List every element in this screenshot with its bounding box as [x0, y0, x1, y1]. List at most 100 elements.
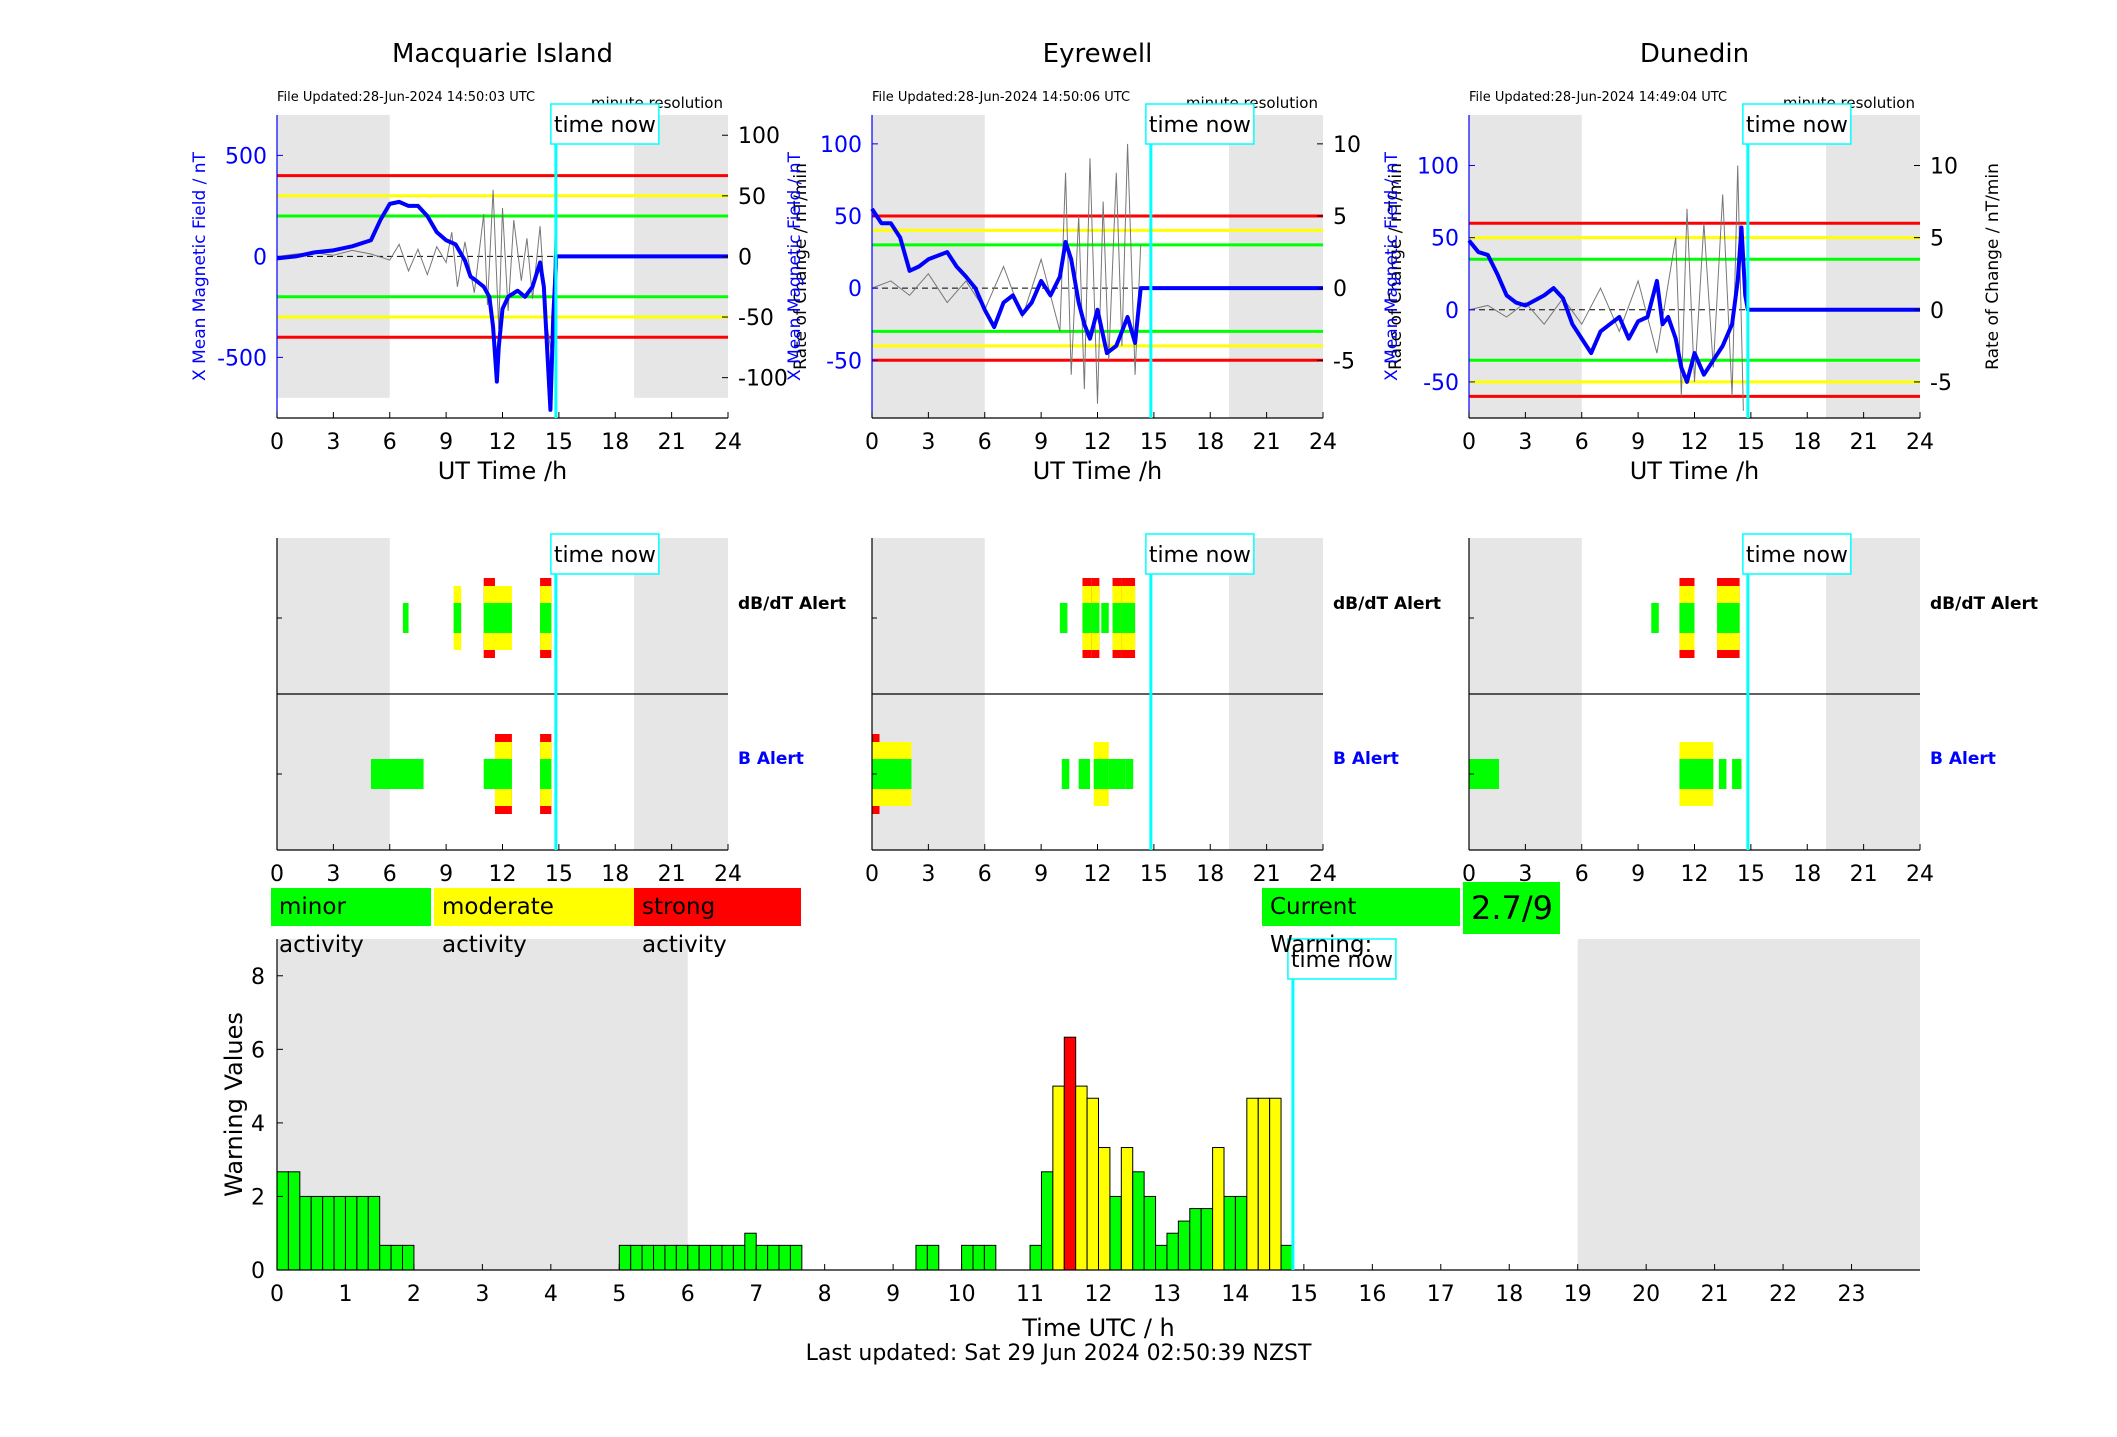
x-tick-label: 3 — [326, 862, 340, 887]
x-tick-label: 13 — [1153, 1282, 1181, 1307]
x-tick-label: 12 — [1085, 1282, 1113, 1307]
x-tick-label: 12 — [489, 430, 517, 455]
time-now-label: time now — [1149, 113, 1251, 138]
x-tick-label: 15 — [1737, 430, 1765, 455]
y-right-tick-label: 50 — [738, 185, 766, 210]
y-right-tick-label: -5 — [1930, 371, 1952, 396]
warning-bar — [664, 1244, 677, 1271]
x-tick-label: 24 — [1309, 862, 1337, 887]
magnetic-field-line — [870, 207, 1323, 356]
warning-bar — [789, 1244, 803, 1271]
x-tick-label: 11 — [1016, 1282, 1044, 1307]
x-tick-label: 2 — [407, 1282, 421, 1307]
b-alert-minor-bar — [540, 759, 552, 789]
file-updated-label: File Updated:28-Jun-2024 14:50:03 UTC — [277, 90, 535, 105]
warning-bar — [744, 1232, 757, 1271]
current-warning-label: Current Warning: — [1262, 888, 1460, 958]
dbdt-alert-minor-bar — [1112, 603, 1122, 633]
x-tick-label: 24 — [1906, 430, 1934, 455]
x-axis-label: UT Time /h — [438, 457, 568, 485]
time-now-label: time now — [554, 113, 656, 138]
b-alert-label: B Alert — [738, 749, 804, 769]
dbdt-alert-minor-bar — [1091, 603, 1100, 633]
dbdt-alert-label: dB/dT Alert — [1333, 594, 1441, 614]
warning-bar — [915, 1244, 928, 1271]
last-updated: Last updated: Sat 29 Jun 2024 02:50:39 N… — [805, 1341, 1312, 1366]
warning-bar — [402, 1244, 415, 1271]
x-axis-label: UT Time /h — [1630, 457, 1760, 485]
b-alert-label: B Alert — [1333, 749, 1399, 769]
y-right-axis-label: Rate of Change / nT/min — [791, 163, 811, 370]
x-tick-label: 12 — [1084, 862, 1112, 887]
x-tick-label: 3 — [921, 430, 935, 455]
warning-bar — [778, 1244, 791, 1271]
b-alert-minor-bar — [1718, 759, 1727, 789]
warning-bar — [1063, 1036, 1077, 1271]
warning-bar — [367, 1195, 381, 1271]
x-tick-label: 3 — [921, 862, 935, 887]
x-tick-label: 0 — [270, 862, 284, 887]
x-tick-label: 0 — [1462, 862, 1476, 887]
y-right-tick-label: -5 — [1333, 349, 1355, 374]
dbdt-alert-minor-bar — [1651, 603, 1659, 633]
warning-bar — [1223, 1195, 1236, 1271]
y-axis-label: Warning Values — [220, 1012, 248, 1197]
dbdt-alert-minor-bar — [1082, 603, 1092, 633]
warning-bar — [710, 1244, 723, 1271]
warning-bar — [653, 1244, 666, 1271]
x-tick-label: 12 — [1681, 430, 1709, 455]
current-warning-value: 2.7/9 — [1463, 882, 1560, 934]
x-tick-label: 6 — [383, 862, 397, 887]
b-alert-minor-bar — [1061, 759, 1070, 789]
b-alert-minor-bar — [1078, 759, 1090, 789]
night-band — [1469, 115, 1582, 418]
x-tick-label: 0 — [1462, 430, 1476, 455]
x-tick-label: 17 — [1427, 1282, 1455, 1307]
magnetic-field-line — [1467, 225, 1920, 384]
warning-bar — [1040, 1171, 1054, 1271]
b-alert-minor-bar — [1679, 759, 1687, 789]
warning-bar — [630, 1244, 643, 1271]
y-left-tick-label: 100 — [820, 133, 862, 158]
x-tick-label: 9 — [439, 862, 453, 887]
dbdt-alert-minor-bar — [402, 603, 409, 633]
y-left-tick-label: 0 — [1445, 299, 1459, 324]
warning-bar — [767, 1244, 780, 1271]
x-tick-label: 22 — [1769, 1282, 1797, 1307]
x-tick-label: 18 — [1495, 1282, 1523, 1307]
x-tick-label: 6 — [681, 1282, 695, 1307]
warning-bar — [972, 1244, 985, 1271]
file-updated-label: File Updated:28-Jun-2024 14:49:04 UTC — [1469, 90, 1727, 105]
warning-bar — [1075, 1085, 1088, 1271]
x-tick-label: 8 — [818, 1282, 832, 1307]
x-tick-label: 12 — [1084, 430, 1112, 455]
y-left-tick-label: -500 — [217, 346, 267, 371]
x-tick-label: 9 — [886, 1282, 900, 1307]
x-tick-label: 12 — [1681, 862, 1709, 887]
x-tick-label: 0 — [865, 430, 879, 455]
dbdt-alert-minor-bar — [1121, 603, 1136, 633]
warning-bar — [333, 1195, 346, 1271]
warning-bar — [1098, 1147, 1111, 1271]
x-tick-label: 21 — [1850, 862, 1878, 887]
night-band — [1577, 939, 1920, 1270]
y-right-tick-label: 5 — [1333, 205, 1347, 230]
warning-bar — [1177, 1220, 1191, 1271]
y-left-tick-label: 50 — [1431, 227, 1459, 252]
time-now-box — [1742, 533, 1852, 575]
y-tick-label: 8 — [251, 965, 265, 990]
warning-bar — [1086, 1097, 1100, 1271]
warning-bar — [641, 1244, 655, 1271]
b-alert-minor-bar — [1093, 759, 1109, 789]
y-left-tick-label: 500 — [225, 144, 267, 169]
x-tick-label: 18 — [601, 430, 629, 455]
time-now-label: time now — [1746, 543, 1848, 568]
warning-bar — [310, 1195, 324, 1271]
y-left-axis-label: X Mean Magnetic Field / nT — [190, 151, 210, 381]
dbdt-alert-minor-bar — [483, 603, 495, 633]
y-left-tick-label: 0 — [253, 245, 267, 270]
night-band — [872, 115, 985, 418]
y-left-axis-label: X Mean Magnetic Field / nT — [785, 151, 805, 381]
y-right-tick-label: -100 — [738, 367, 788, 392]
y-left-tick-label: 0 — [848, 277, 862, 302]
